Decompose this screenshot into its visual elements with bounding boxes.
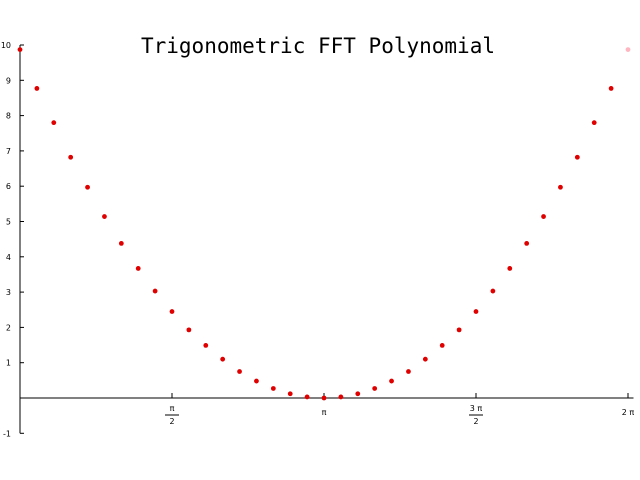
data-point bbox=[338, 394, 344, 400]
y-tick-label: 10 bbox=[1, 41, 11, 50]
data-point bbox=[541, 214, 546, 219]
data-point bbox=[169, 309, 175, 314]
data-point bbox=[490, 288, 496, 294]
data-point bbox=[17, 47, 23, 52]
data-point bbox=[102, 214, 107, 219]
data-point bbox=[524, 240, 530, 246]
data-point bbox=[68, 154, 74, 160]
data-point bbox=[422, 356, 428, 362]
x-tick-label: π bbox=[322, 408, 327, 417]
data-point bbox=[389, 378, 394, 384]
y-tick-label: 3 bbox=[6, 288, 11, 297]
axes bbox=[19, 45, 634, 434]
data-point bbox=[270, 386, 276, 391]
data-point bbox=[186, 327, 192, 333]
data-point bbox=[574, 154, 580, 160]
y-tick-label: 7 bbox=[6, 147, 11, 156]
data-point bbox=[321, 395, 327, 401]
data-point bbox=[439, 343, 445, 348]
data-point bbox=[591, 120, 597, 126]
y-tick-label: 4 bbox=[6, 253, 11, 262]
data-point bbox=[152, 288, 158, 294]
x-tick-label: 2 π bbox=[622, 408, 635, 417]
data-point bbox=[135, 266, 141, 271]
x-tick-label-denominator: 2 bbox=[169, 417, 174, 426]
data-point bbox=[608, 86, 614, 91]
data-point bbox=[51, 120, 57, 126]
data-point bbox=[203, 343, 209, 348]
data-point bbox=[507, 266, 513, 271]
x-tick-label-denominator: 2 bbox=[473, 417, 478, 426]
data-point bbox=[558, 184, 563, 190]
chart-title: Trigonometric FFT Polynomial bbox=[141, 34, 495, 58]
data-point bbox=[254, 378, 259, 384]
data-point bbox=[473, 309, 479, 314]
data-point bbox=[287, 391, 293, 397]
y-tick-label: 9 bbox=[6, 76, 11, 85]
y-tick-label: 5 bbox=[6, 218, 11, 227]
data-point bbox=[456, 327, 462, 333]
data-point bbox=[237, 369, 242, 374]
y-tick-label: -1 bbox=[3, 429, 11, 438]
y-axis-ticks: -1 1 2 3 4 5 6 7 8 9 10 bbox=[1, 41, 24, 438]
y-tick-label: 8 bbox=[6, 112, 11, 121]
y-tick-label: 2 bbox=[6, 323, 11, 332]
data-point bbox=[406, 369, 411, 374]
data-point bbox=[34, 86, 40, 91]
x-tick-label-numerator: 3 π bbox=[470, 404, 483, 413]
data-point bbox=[304, 394, 310, 400]
data-point bbox=[372, 386, 378, 391]
x-axis-ticks: π 2 π 3 π 2 2 π bbox=[165, 393, 634, 426]
data-point bbox=[118, 240, 124, 246]
data-point bbox=[85, 184, 90, 190]
data-point bbox=[220, 356, 226, 362]
x-tick-label-numerator: π bbox=[170, 404, 175, 413]
data-point bbox=[355, 391, 361, 397]
y-tick-label: 1 bbox=[6, 359, 11, 368]
data-points bbox=[17, 47, 631, 401]
y-tick-label: 6 bbox=[6, 182, 11, 191]
data-point bbox=[625, 47, 631, 52]
